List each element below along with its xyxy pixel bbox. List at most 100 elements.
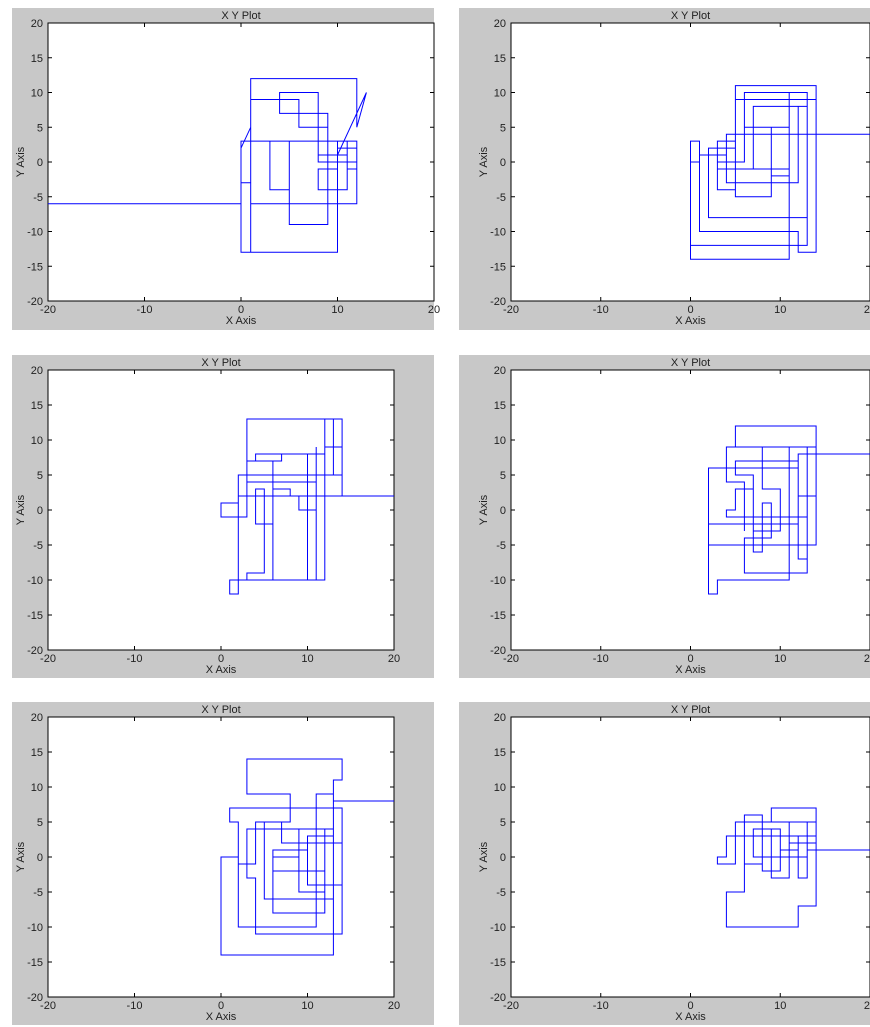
xy-trajectory-line — [220, 418, 394, 595]
y-tick-label: 10 — [494, 782, 506, 794]
x-tick-label: -10 — [593, 304, 609, 316]
x-tick-label: -10 — [593, 653, 609, 665]
y-tick-label: -15 — [27, 610, 43, 622]
x-tick-label: 20 — [864, 1000, 870, 1012]
xy-plot-panel-3: X Y Plot -20 -10 0 10 20 20 15 10 5 0 -5 -10 -15 -20 X … — [12, 355, 434, 678]
y-axis-label: Y Axis — [478, 146, 490, 177]
y-tick-label: 0 — [37, 505, 43, 517]
plot-area — [510, 369, 870, 651]
y-tick-label: 15 — [494, 53, 506, 65]
y-tick-label: 20 — [31, 18, 43, 30]
xy-trajectory-line — [690, 85, 870, 260]
x-tick-label: 10 — [331, 304, 343, 316]
y-tick-label: -10 — [27, 922, 43, 934]
x-tick-label: 20 — [864, 304, 870, 316]
plot-title: X Y Plot — [201, 704, 240, 716]
x-tick-label: -20 — [40, 653, 56, 665]
plot-title: X Y Plot — [671, 357, 710, 369]
xy-trajectory-line — [48, 78, 367, 253]
y-tick-label: 20 — [31, 712, 43, 724]
x-tick-label: -20 — [503, 653, 519, 665]
y-tick-label: -10 — [27, 575, 43, 587]
xy-plot-panel-4: X Y Plot -20 -10 0 10 20 20 15 10 5 0 -5 -10 -15 -20 X … — [459, 355, 870, 678]
x-tick-label: 0 — [687, 1000, 693, 1012]
y-tick-label: -10 — [490, 227, 506, 239]
y-tick-label: -15 — [490, 610, 506, 622]
y-tick-label: 10 — [31, 88, 43, 100]
xy-plot-panel-6: X Y Plot -20 -10 0 10 20 20 15 10 5 0 -5 -10 -15 -20 X … — [459, 702, 870, 1025]
xy-plot-1: X Y Plot -20 -10 0 10 20 20 15 10 5 0 -5 -10 -15 -20 X … — [15, 10, 440, 327]
x-tick-label: -20 — [503, 304, 519, 316]
x-axis-label: X Axis — [675, 664, 706, 676]
x-tick-label: 0 — [687, 304, 693, 316]
y-tick-label: 15 — [494, 747, 506, 759]
plot-title: X Y Plot — [671, 704, 710, 716]
x-tick-label: -20 — [40, 304, 56, 316]
y-tick-label: 5 — [500, 122, 506, 134]
y-tick-label: -5 — [33, 887, 43, 899]
y-tick-label: -15 — [490, 261, 506, 273]
plot-title: X Y Plot — [201, 357, 240, 369]
y-tick-label: 10 — [494, 435, 506, 447]
y-tick-label: 5 — [500, 470, 506, 482]
y-tick-label: 20 — [494, 18, 506, 30]
xy-trajectory-line — [708, 425, 870, 595]
y-tick-label: -15 — [27, 261, 43, 273]
y-axis-label: Y Axis — [478, 494, 490, 525]
y-tick-label: 15 — [31, 53, 43, 65]
y-tick-label: 10 — [31, 782, 43, 794]
y-tick-label: -10 — [27, 227, 43, 239]
xy-trajectory-line — [716, 807, 870, 928]
y-tick-label: 0 — [500, 505, 506, 517]
y-tick-label: -20 — [490, 992, 506, 1004]
plot-title: X Y Plot — [221, 10, 260, 22]
xy-plot-6: X Y Plot -20 -10 0 10 20 20 15 10 5 0 -5 -10 -15 -20 X … — [478, 704, 870, 1023]
plot-title: X Y Plot — [671, 10, 710, 22]
x-tick-label: 10 — [301, 1000, 313, 1012]
y-tick-label: -10 — [490, 575, 506, 587]
y-tick-label: 5 — [500, 817, 506, 829]
y-tick-label: 10 — [494, 88, 506, 100]
y-tick-label: 20 — [494, 712, 506, 724]
y-tick-label: 20 — [494, 365, 506, 377]
x-tick-label: 20 — [388, 1000, 400, 1012]
y-tick-label: -20 — [490, 645, 506, 657]
x-tick-label: -10 — [127, 653, 143, 665]
x-tick-label: -10 — [127, 1000, 143, 1012]
x-tick-label: 10 — [774, 653, 786, 665]
xy-plot-panel-2: X Y Plot -20 -10 0 10 20 20 15 10 5 0 -5 -10 -15 -20 X … — [459, 8, 870, 330]
y-axis-label: Y Axis — [478, 841, 490, 872]
xy-plot-5: X Y Plot -20 -10 0 10 20 20 15 10 5 0 -5 -10 -15 -20 X … — [15, 704, 400, 1023]
x-tick-label: 10 — [774, 1000, 786, 1012]
y-tick-label: 5 — [37, 817, 43, 829]
y-tick-label: 0 — [37, 852, 43, 864]
xy-trajectory-line — [220, 758, 394, 956]
y-tick-label: 20 — [31, 365, 43, 377]
x-axis-label: X Axis — [206, 664, 237, 676]
x-tick-label: 10 — [774, 304, 786, 316]
y-axis-label: Y Axis — [15, 841, 27, 872]
y-tick-label: -15 — [27, 957, 43, 969]
y-axis-label: Y Axis — [15, 494, 27, 525]
y-tick-label: -10 — [490, 922, 506, 934]
y-tick-label: -5 — [496, 192, 506, 204]
y-tick-label: -5 — [496, 540, 506, 552]
x-tick-label: 10 — [301, 653, 313, 665]
xy-plot-2: X Y Plot -20 -10 0 10 20 20 15 10 5 0 -5 -10 -15 -20 X … — [478, 10, 870, 327]
y-tick-label: -20 — [27, 992, 43, 1004]
y-tick-label: 10 — [31, 435, 43, 447]
y-tick-label: -20 — [490, 296, 506, 308]
y-tick-label: -5 — [496, 887, 506, 899]
x-tick-label: 20 — [428, 304, 440, 316]
y-tick-label: 5 — [37, 470, 43, 482]
x-tick-label: 0 — [218, 1000, 224, 1012]
y-tick-label: 15 — [494, 400, 506, 412]
x-tick-label: 0 — [218, 653, 224, 665]
xy-plot-3: X Y Plot -20 -10 0 10 20 20 15 10 5 0 -5 -10 -15 -20 X … — [15, 357, 400, 676]
x-tick-label: -10 — [593, 1000, 609, 1012]
y-tick-label: -5 — [33, 192, 43, 204]
xy-plot-panel-1: X Y Plot -20 -10 0 10 20 20 15 10 5 0 -5 -10 -15 -20 X … — [12, 8, 440, 330]
y-axis-label: Y Axis — [15, 146, 27, 177]
xy-plot-panel-5: X Y Plot -20 -10 0 10 20 20 15 10 5 0 -5 -10 -15 -20 X … — [12, 702, 434, 1025]
y-tick-label: -15 — [490, 957, 506, 969]
